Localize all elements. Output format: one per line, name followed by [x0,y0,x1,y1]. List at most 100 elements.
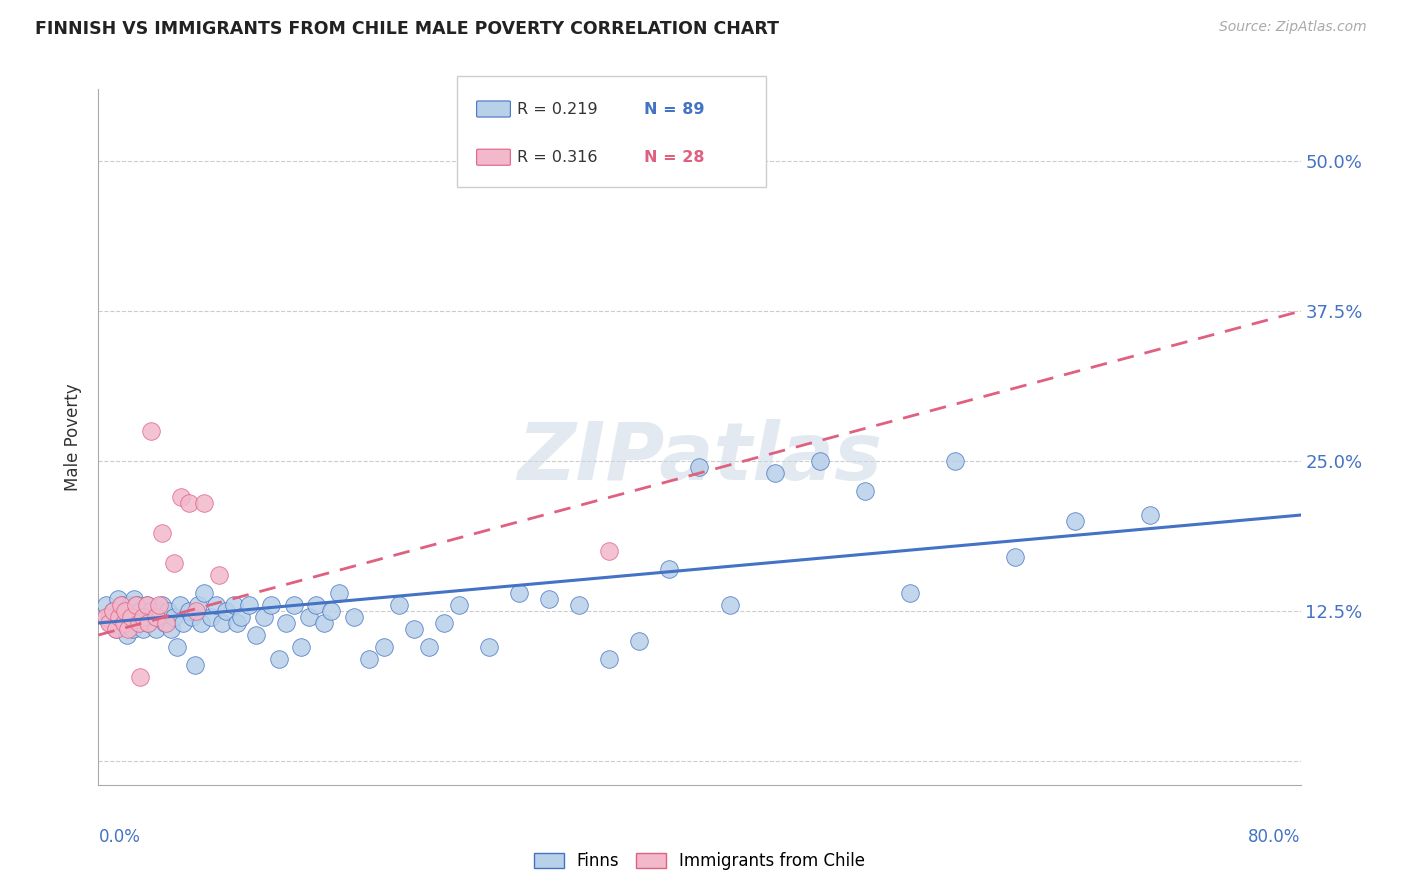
Point [162,610,184,624]
Point [129,670,152,684]
Point [153,615,176,630]
Point [135,598,157,612]
Point [478,640,501,654]
Point [132,610,155,624]
Point [253,610,276,624]
Text: N = 28: N = 28 [644,150,704,165]
Point [177,604,200,618]
Point [122,622,145,636]
Point [121,604,143,618]
Point [689,460,711,475]
Point [132,622,155,636]
Point [447,598,470,612]
Point [139,424,162,438]
Point [159,622,181,636]
Point [110,610,132,624]
Point [148,598,170,612]
Point [97,615,120,630]
Point [125,610,148,624]
Point [94,610,117,624]
Point [208,568,231,582]
Text: 80.0%: 80.0% [1249,828,1301,846]
Point [135,598,157,612]
Point [172,615,194,630]
Text: Source: ZipAtlas.com: Source: ZipAtlas.com [1219,20,1367,34]
Point [170,490,193,504]
Point [373,640,395,654]
Point [508,586,530,600]
Text: FINNISH VS IMMIGRANTS FROM CHILE MALE POVERTY CORRELATION CHART: FINNISH VS IMMIGRANTS FROM CHILE MALE PO… [35,20,779,37]
Legend: Finns, Immigrants from Chile: Finns, Immigrants from Chile [533,853,866,871]
Point [1004,549,1026,564]
Point [118,598,141,612]
Point [103,604,125,618]
Point [211,615,233,630]
Text: ZIPatlas: ZIPatlas [517,419,882,497]
Point [125,598,148,612]
Point [121,615,143,630]
Point [433,615,456,630]
Point [1139,508,1161,522]
Point [177,496,200,510]
Point [105,622,128,636]
Point [312,615,335,630]
Point [136,615,159,630]
Point [305,598,328,612]
Point [180,610,202,624]
Point [128,615,150,630]
Point [718,598,741,612]
Point [108,610,131,624]
Point [105,622,128,636]
Point [222,598,245,612]
Point [267,652,290,666]
Point [110,598,132,612]
Point [166,640,188,654]
Point [150,526,173,541]
Point [204,598,226,612]
Point [103,604,125,618]
Point [187,598,209,612]
Point [94,598,117,612]
Point [112,615,135,630]
Text: R = 0.219: R = 0.219 [517,102,598,117]
Point [388,598,411,612]
Point [538,592,561,607]
Point [145,622,167,636]
Point [628,634,651,648]
Point [238,598,260,612]
Point [117,622,139,636]
Point [193,586,215,600]
Point [418,640,440,654]
Point [117,610,139,624]
Point [658,562,681,576]
Point [169,598,191,612]
Point [283,598,305,612]
Point [139,604,162,618]
Point [100,615,122,630]
Point [111,598,134,612]
Point [162,556,184,570]
Point [200,610,222,624]
Point [112,615,135,630]
Point [156,604,179,618]
Point [134,610,156,624]
Point [343,610,366,624]
Point [215,604,238,618]
Point [149,610,172,624]
Point [183,658,205,673]
Point [943,454,966,468]
Text: R = 0.316: R = 0.316 [517,150,598,165]
Point [128,615,150,630]
Point [148,604,170,618]
Text: 0.0%: 0.0% [98,828,141,846]
Text: N = 89: N = 89 [644,102,704,117]
Point [231,610,253,624]
Point [193,496,215,510]
Point [260,598,283,612]
Point [107,592,129,607]
Point [115,628,138,642]
Point [127,598,149,612]
Point [150,598,173,612]
Point [114,604,136,618]
Point [298,610,321,624]
